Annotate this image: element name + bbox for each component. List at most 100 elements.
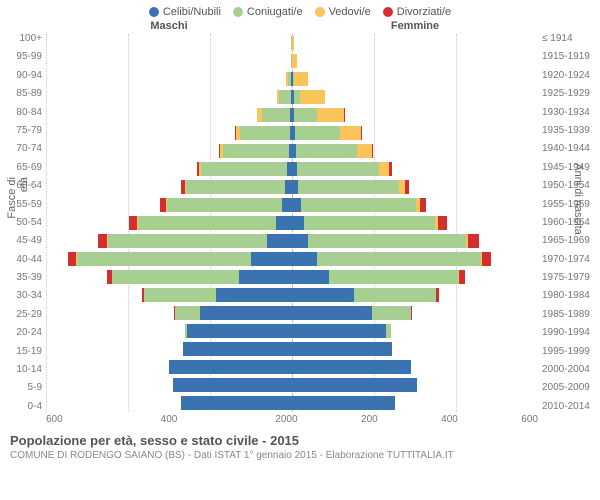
- y-tick-right: 1925-1929: [542, 89, 596, 99]
- bar-row: [46, 142, 538, 160]
- bar-seg: [223, 144, 289, 159]
- y-tick-right: 1980-1984: [542, 291, 596, 301]
- y-tick-right: 1985-1989: [542, 310, 596, 320]
- bar-row: [46, 394, 538, 412]
- bar-seg: [251, 252, 292, 267]
- bar-row: [46, 34, 538, 52]
- y-tick-left: 40-44: [4, 255, 42, 265]
- bar-seg: [183, 342, 292, 357]
- y-tick-left: 75-79: [4, 126, 42, 136]
- bar-seg: [317, 108, 344, 123]
- bar-seg: [298, 180, 398, 195]
- y-tick-right: 1915-1919: [542, 52, 596, 62]
- bar-seg: [372, 306, 411, 321]
- bar-seg: [379, 162, 389, 177]
- y-tick-left: 45-49: [4, 236, 42, 246]
- bar-seg: [438, 216, 446, 231]
- bar-seg: [181, 396, 292, 411]
- bar-seg: [329, 270, 458, 285]
- bar-seg: [411, 306, 412, 321]
- bar-row: [46, 106, 538, 124]
- y-tick-left: 15-19: [4, 347, 42, 357]
- bar-seg: [292, 396, 395, 411]
- bar-seg: [308, 234, 466, 249]
- bar-row: [46, 250, 538, 268]
- bar-seg: [201, 162, 287, 177]
- header-maschi: Maschi: [46, 20, 292, 32]
- bar-seg: [175, 306, 200, 321]
- y-tick-right: 1995-1999: [542, 347, 596, 357]
- bar-seg: [459, 270, 465, 285]
- x-tick: 0: [292, 414, 298, 425]
- bar-seg: [292, 36, 294, 51]
- bar-row: [46, 196, 538, 214]
- y-tick-right: 1990-1994: [542, 328, 596, 338]
- bar-seg: [372, 144, 374, 159]
- bar-seg: [301, 198, 416, 213]
- x-tick: 200: [361, 414, 378, 425]
- bar-seg: [357, 144, 371, 159]
- bar-row: [46, 286, 538, 304]
- bar-seg: [294, 72, 308, 87]
- bar-seg: [300, 90, 325, 105]
- bar-seg: [173, 378, 292, 393]
- bar-seg: [294, 108, 317, 123]
- y-tick-right: 2010-2014: [542, 402, 596, 412]
- bar-row: [46, 340, 538, 358]
- bar-seg: [186, 180, 284, 195]
- bar-seg: [296, 144, 358, 159]
- y-tick-left: 95-99: [4, 52, 42, 62]
- x-ticks-left: 200400600: [46, 414, 292, 425]
- bar-seg: [420, 198, 426, 213]
- y-tick-left: 35-39: [4, 273, 42, 283]
- bar-row: [46, 70, 538, 88]
- bar-seg: [340, 126, 361, 141]
- footer: Popolazione per età, sesso e stato civil…: [0, 429, 600, 461]
- bar-row: [46, 88, 538, 106]
- legend-label: Vedovi/e: [329, 6, 371, 18]
- bar-row: [46, 52, 538, 70]
- x-ticks-right: 0200400600: [292, 414, 538, 425]
- bar-seg: [112, 270, 239, 285]
- y-tick-left: 100+: [4, 34, 42, 44]
- legend-label: Divorziati/e: [397, 6, 451, 18]
- y-tick-right: 1930-1934: [542, 108, 596, 118]
- bar-seg: [129, 216, 137, 231]
- bar-row: [46, 358, 538, 376]
- legend: Celibi/NubiliConiugati/eVedovi/eDivorzia…: [0, 0, 600, 20]
- bar-seg: [144, 288, 216, 303]
- bar-seg: [292, 270, 329, 285]
- bar-seg: [292, 252, 317, 267]
- y-tick-left: 25-29: [4, 310, 42, 320]
- y-axis-left: Fasce di età 100+95-9990-9485-8980-8475-…: [0, 34, 46, 412]
- y-tick-right: 2005-2009: [542, 383, 596, 393]
- bar-seg: [405, 180, 409, 195]
- bar-seg: [239, 270, 292, 285]
- y-tick-right: 1940-1944: [542, 144, 596, 154]
- bar-row: [46, 160, 538, 178]
- y-tick-left: 0-4: [4, 402, 42, 412]
- footer-subtitle: COMUNE DI RODENGO SAIANO (BS) - Dati IST…: [10, 450, 590, 461]
- y-axis-left-label: Fasce di età: [6, 177, 30, 233]
- bar-seg: [317, 252, 481, 267]
- bar-seg: [386, 324, 391, 339]
- legend-label: Celibi/Nubili: [163, 6, 221, 18]
- bar-row: [46, 304, 538, 322]
- y-axis-right: Anni di nascita ≤ 19141915-19191920-1924…: [538, 34, 600, 412]
- bar-seg: [187, 324, 292, 339]
- bar-seg: [292, 378, 417, 393]
- y-tick-left: 70-74: [4, 144, 42, 154]
- y-tick-right: 1950-1954: [542, 181, 596, 191]
- legend-swatch: [233, 7, 243, 17]
- bar-seg: [267, 234, 292, 249]
- bar-seg: [292, 288, 354, 303]
- bar-seg: [285, 180, 292, 195]
- y-tick-left: 30-34: [4, 291, 42, 301]
- y-tick-right: 1920-1924: [542, 71, 596, 81]
- bar-row: [46, 178, 538, 196]
- bar-seg: [262, 108, 291, 123]
- bar-rows: [46, 34, 538, 412]
- y-tick-right: 1935-1939: [542, 126, 596, 136]
- bar-seg: [240, 126, 289, 141]
- bar-seg: [436, 288, 439, 303]
